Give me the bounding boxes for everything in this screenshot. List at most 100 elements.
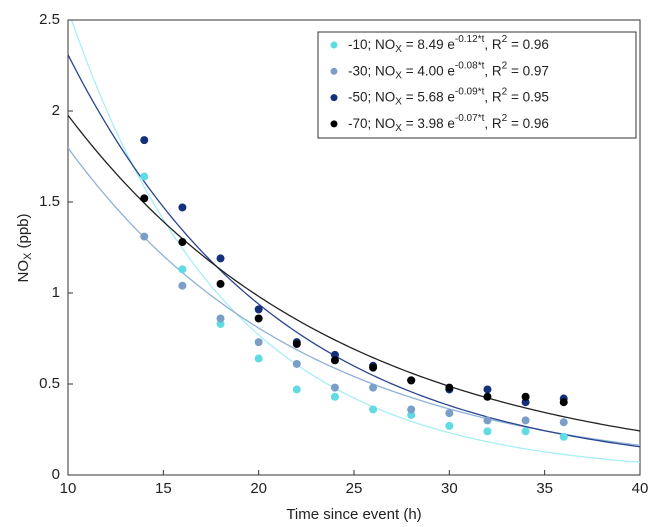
legend-text: , R <box>484 63 502 78</box>
point <box>559 432 568 441</box>
x-axis-label: Time since event (h) <box>286 506 421 523</box>
legend-text: = <box>507 63 522 78</box>
legend-text: -0.12 <box>455 34 478 45</box>
point <box>140 136 149 145</box>
legend-text: 2 <box>502 86 508 97</box>
point <box>330 383 339 392</box>
y-tick-label: 0 <box>52 466 60 483</box>
point <box>369 383 378 392</box>
legend-text: NO <box>375 37 395 52</box>
point <box>254 305 263 314</box>
y-tick-label: 1.5 <box>39 193 60 210</box>
legend-box <box>317 31 637 139</box>
legend-text: , R <box>484 115 502 130</box>
point <box>445 421 454 430</box>
legend-text: = <box>507 37 522 52</box>
point <box>521 416 530 425</box>
legend-text: ; <box>368 37 376 52</box>
legend-text: 0.96 <box>523 37 549 52</box>
legend-text: X <box>395 44 402 55</box>
axes: 0 0.5 1 1.5 2 2.5 10 15 20 25 30 35 40 <box>39 11 648 497</box>
point <box>445 383 454 392</box>
legend-text: -70 <box>348 115 368 130</box>
legend-text: -0.09 <box>455 86 478 97</box>
legend-text: X <box>395 96 402 107</box>
fit-curve <box>68 147 640 446</box>
legend-label: -10; NOX = 8.49 e-0.12*t, R2 = 0.96 <box>348 34 549 55</box>
point <box>216 314 225 323</box>
legend-text: 3.98 <box>417 115 443 130</box>
legend-text: ; <box>368 115 376 130</box>
legend-text: e <box>444 89 455 104</box>
legend-text: 0.96 <box>523 115 549 130</box>
point <box>178 281 187 290</box>
legend-text: NO <box>375 63 395 78</box>
y-label-sub: X <box>22 252 34 260</box>
legend-text: 0.95 <box>523 89 549 104</box>
point <box>407 405 416 414</box>
point <box>369 363 378 372</box>
x-tick-label: 35 <box>536 480 553 497</box>
legend-text: 5.68 <box>417 89 443 104</box>
legend-text: NO <box>375 115 395 130</box>
legend-text: = <box>402 37 417 52</box>
legend-text: -0.07 <box>455 113 478 124</box>
legend-text: *t <box>478 86 485 97</box>
y-tick-label: 0.5 <box>39 375 60 392</box>
point <box>559 418 568 427</box>
legend-text: 8.49 <box>417 37 443 52</box>
point <box>292 385 301 394</box>
point <box>254 338 263 347</box>
x-tick-label: 10 <box>60 480 77 497</box>
legend-text: e <box>444 37 455 52</box>
y-axis-label: NOX (ppb) <box>15 213 34 282</box>
point <box>140 194 149 203</box>
legend-text: , R <box>484 89 502 104</box>
legend-text: e <box>444 115 455 130</box>
legend-label: -30; NOX = 4.00 e-0.08*t, R2 = 0.97 <box>348 60 549 81</box>
point <box>140 232 149 241</box>
legend-marker <box>330 41 338 49</box>
y-tick-label: 2 <box>52 102 60 119</box>
legend-label: -70; NOX = 3.98 e-0.07*t, R2 = 0.96 <box>348 113 549 134</box>
point <box>330 392 339 401</box>
point <box>483 385 492 394</box>
legend-text: NO <box>375 89 395 104</box>
legend-marker <box>330 94 338 102</box>
point <box>178 238 187 247</box>
points <box>140 136 568 441</box>
y-label-unit: (ppb) <box>15 213 32 252</box>
point <box>369 405 378 414</box>
point <box>445 409 454 418</box>
legend-text: = <box>402 63 417 78</box>
point <box>254 314 263 323</box>
legend-text: 2 <box>502 113 508 124</box>
legend-text: -50 <box>348 89 368 104</box>
legend-text: = <box>507 115 522 130</box>
y-label-main: NO <box>15 260 32 283</box>
fit-curves <box>68 20 640 463</box>
legend-text: -0.08 <box>455 60 478 71</box>
legend-text: ; <box>368 89 376 104</box>
legend-text: X <box>395 123 402 134</box>
point <box>216 279 225 288</box>
legend-text: X <box>395 70 402 81</box>
y-tick-label: 1 <box>52 284 60 301</box>
x-tick-label: 25 <box>346 480 363 497</box>
point <box>178 203 187 212</box>
point <box>521 392 530 401</box>
point <box>330 356 339 365</box>
legend-text: *t <box>478 60 485 71</box>
point <box>483 392 492 401</box>
legend-text: , R <box>484 37 502 52</box>
legend-label: -50; NOX = 5.68 e-0.09*t, R2 = 0.95 <box>348 86 549 107</box>
fit-curve <box>68 54 640 448</box>
fit-curve <box>70 20 640 463</box>
point <box>559 398 568 407</box>
legend-text: = <box>402 115 417 130</box>
point <box>216 254 225 263</box>
point <box>407 376 416 385</box>
point <box>483 416 492 425</box>
legend-text: ; <box>368 63 376 78</box>
